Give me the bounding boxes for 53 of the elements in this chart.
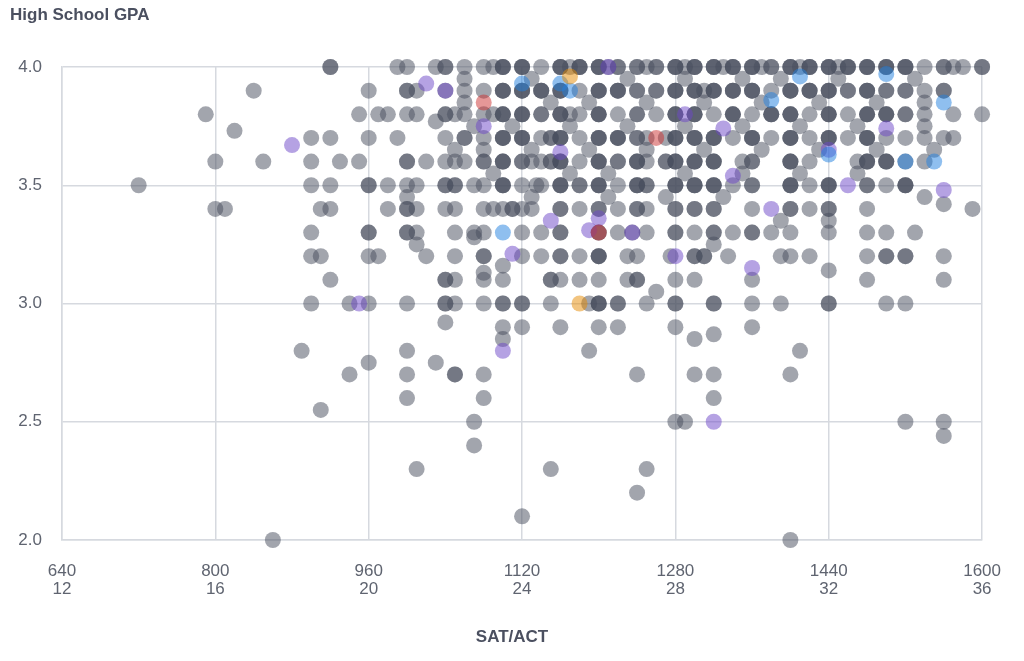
point — [676, 106, 693, 123]
point — [552, 144, 569, 161]
y-axis-title: High School GPA — [10, 5, 150, 25]
x-tick-label: 960 — [354, 561, 383, 581]
point — [935, 181, 952, 198]
point — [878, 66, 895, 83]
point — [475, 118, 492, 135]
point — [667, 248, 684, 265]
point — [284, 137, 301, 154]
x-tick-label: 800 — [201, 561, 230, 581]
point — [705, 413, 722, 430]
point — [715, 120, 732, 137]
point — [571, 295, 588, 312]
point — [791, 68, 808, 85]
point — [351, 295, 368, 312]
point — [878, 120, 895, 137]
point — [935, 94, 952, 111]
point — [514, 75, 531, 92]
point — [744, 260, 761, 277]
x2-tick-label: 12 — [52, 579, 72, 599]
point — [648, 129, 665, 146]
point — [820, 146, 837, 163]
x2-tick-label: 24 — [512, 579, 532, 599]
point — [763, 92, 780, 109]
point — [724, 167, 741, 184]
x2-tick-label: 16 — [205, 579, 225, 599]
point — [418, 75, 435, 92]
point — [475, 94, 492, 111]
x2-tick-label: 28 — [665, 579, 685, 599]
y-tick-label: 2.0 — [18, 529, 42, 549]
y-tick-label: 4.0 — [18, 56, 42, 76]
y-tick-label: 2.5 — [18, 411, 42, 431]
x2-tick-label: 20 — [359, 579, 379, 599]
x2-tick-label: 36 — [972, 579, 992, 599]
point — [504, 245, 521, 262]
point — [590, 210, 607, 227]
x-tick-label: 640 — [47, 561, 77, 581]
x-tick-label: 1120 — [503, 561, 541, 581]
point — [839, 177, 856, 194]
x2-tick-label: 32 — [819, 579, 839, 599]
point — [926, 153, 943, 170]
x-tick-label: 1440 — [809, 561, 848, 581]
x-tick-label: 1600 — [963, 561, 1001, 581]
x-axis-title: SAT/ACT — [474, 627, 550, 647]
y-tick-label: 3.0 — [18, 293, 42, 313]
point — [763, 200, 780, 217]
point — [494, 224, 511, 241]
x-tick-label: 1280 — [656, 561, 695, 581]
point — [561, 82, 578, 99]
point — [542, 212, 559, 229]
point — [561, 68, 578, 85]
y-tick-label: 3.5 — [18, 174, 42, 194]
point — [494, 342, 511, 359]
